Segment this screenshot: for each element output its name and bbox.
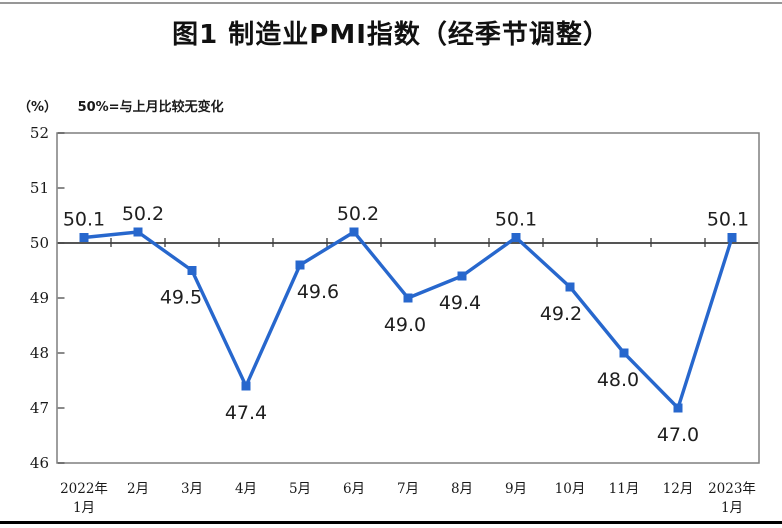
y-axis-tick-label: 50 — [30, 234, 49, 252]
data-point-marker — [403, 293, 413, 303]
x-axis-tick-label: 5月 — [289, 481, 311, 497]
data-point-marker — [349, 227, 359, 237]
x-axis-tick-label: 6月 — [343, 481, 365, 497]
x-axis-tick-label: 2023年 1月 — [708, 481, 756, 516]
data-point-label: 49.6 — [297, 281, 339, 303]
data-point-label: 50.1 — [63, 209, 105, 231]
data-point-marker — [565, 282, 575, 292]
data-point-label: 49.0 — [384, 314, 426, 336]
x-axis-tick-label: 8月 — [451, 481, 473, 497]
data-point-marker — [727, 233, 737, 242]
data-point-marker — [187, 266, 197, 275]
data-point-label: 47.0 — [657, 424, 699, 446]
bottom-divider — [0, 521, 782, 524]
data-point-marker — [79, 233, 89, 242]
plot-frame — [56, 132, 760, 464]
reference-note: 50%=与上月比较无变化 — [77, 100, 224, 115]
data-point-label: 49.4 — [439, 292, 481, 314]
data-point-label: 50.1 — [495, 209, 537, 231]
axis-note-row: （%） 50%=与上月比较无变化 — [18, 96, 224, 115]
y-axis-tick-label: 48 — [30, 344, 49, 362]
data-point-label: 50.1 — [707, 209, 749, 231]
top-divider — [0, 2, 782, 4]
data-point-marker — [295, 260, 305, 270]
data-point-label: 50.2 — [337, 203, 379, 225]
y-axis-tick-label: 47 — [30, 399, 49, 417]
data-point-label: 48.0 — [597, 369, 639, 391]
data-point-marker — [673, 403, 683, 413]
y-axis: 46 47 48 49 50 51 52 — [30, 124, 65, 472]
x-axis-tick-label: 12月 — [663, 481, 694, 497]
data-point-label: 49.2 — [540, 303, 582, 325]
x-axis-tick-label: 11月 — [609, 481, 640, 497]
y-axis-tick-label: 49 — [30, 289, 49, 307]
data-point-marker — [241, 381, 251, 391]
data-point-marker — [619, 348, 629, 358]
x-axis-tick-label: 2022年 1月 — [60, 481, 108, 516]
x-axis-tick-label: 3月 — [181, 481, 203, 497]
data-point-label: 47.4 — [225, 402, 267, 424]
data-point-label: 50.2 — [122, 203, 164, 225]
data-point-label: 49.5 — [160, 287, 202, 309]
reference-line-50 — [57, 238, 759, 247]
y-axis-tick-label: 51 — [30, 179, 49, 197]
plot-frame-border — [56, 132, 760, 464]
x-axis-tick-label: 10月 — [555, 481, 586, 497]
x-axis-tick-label: 2月 — [127, 481, 149, 497]
pmi-series — [79, 227, 737, 413]
chart-title: 图1 制造业PMI指数（经季节调整） — [172, 20, 610, 50]
y-axis-tick-label: 46 — [30, 454, 49, 472]
data-point-marker — [133, 227, 143, 237]
x-axis-tick-label: 9月 — [505, 481, 527, 497]
x-axis-tick-label: 7月 — [397, 481, 419, 497]
x-axis-tick-label: 4月 — [235, 481, 257, 497]
unit-label: （%） — [18, 100, 58, 115]
data-point-marker — [457, 271, 467, 281]
data-point-marker — [511, 233, 521, 242]
y-axis-tick-label: 52 — [30, 124, 49, 142]
data-labels: 50.1 50.2 49.5 47.4 49.6 50.2 49.0 49.4 50.1 49.2… — [63, 203, 749, 446]
x-axis: 2022年 1月 2月 3月 4月 5月 6月 7月 8月 9月 10月 11月 12月 2023年 1月 — [60, 481, 756, 516]
